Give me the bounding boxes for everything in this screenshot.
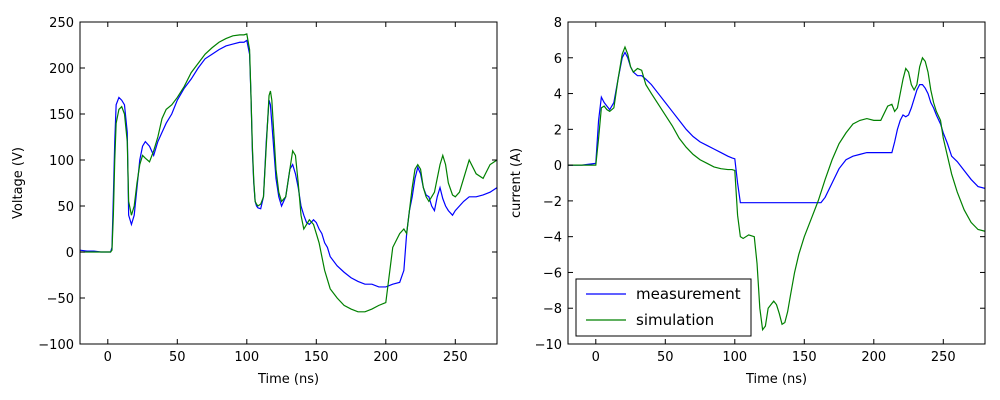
voltage-series-measurement-line — [80, 39, 497, 288]
voltage-axes-frame — [79, 21, 498, 345]
current-y-tick-label: −8 — [543, 302, 562, 317]
voltage-y-tick-label: −50 — [47, 292, 74, 307]
current-x-tick-label: 150 — [792, 350, 817, 365]
current-y-tick-label: −6 — [543, 266, 562, 281]
voltage-x-tick-label: 250 — [443, 350, 468, 365]
voltage-y-tick-label: 50 — [57, 200, 74, 215]
current-y-axis-label: current (A) — [509, 148, 524, 218]
current-series-simulation-line — [568, 45, 985, 332]
voltage-x-tick-label: 100 — [234, 350, 259, 365]
current-series-measurement-line — [568, 51, 985, 204]
current-y-tick-label: 8 — [554, 16, 562, 31]
legend-label-measurement: measurement — [636, 285, 741, 303]
voltage-y-tick-label: −100 — [38, 338, 74, 353]
voltage-plot: 0 50 100 150 200 250 −100 −50 0 50 100 150 200 250 Tim… — [11, 16, 498, 387]
current-y-tick-label: −4 — [543, 231, 562, 246]
current-x-tick-label: 0 — [592, 350, 600, 365]
current-x-tick-label: 50 — [657, 350, 674, 365]
voltage-x-tick-label: 0 — [104, 350, 112, 365]
current-y-tick-label: 2 — [554, 123, 562, 138]
current-plot: 0 50 100 150 200 250 −10 −8 −6 −4 −2 0 2 4 6 8 Time (ns)… — [509, 16, 986, 387]
current-x-tick-label: 200 — [861, 350, 886, 365]
current-x-tick-label: 250 — [931, 350, 956, 365]
legend: measurement simulation — [575, 278, 752, 337]
voltage-x-tick-label: 200 — [373, 350, 398, 365]
voltage-series-simulation-line — [80, 33, 497, 313]
voltage-y-tick-label: 200 — [49, 62, 74, 77]
voltage-y-tick-label: 250 — [49, 16, 74, 31]
current-y-tick-label: −10 — [535, 338, 562, 353]
current-x-axis-label: Time (ns) — [745, 372, 807, 387]
current-y-tick-label: 4 — [554, 88, 562, 103]
voltage-y-axis-label: Voltage (V) — [11, 147, 26, 219]
current-y-tick-label: −2 — [543, 195, 562, 210]
current-y-tick-label: 0 — [554, 159, 562, 174]
voltage-x-tick-label: 50 — [169, 350, 186, 365]
current-axes-frame — [567, 21, 986, 345]
current-y-tick-label: 6 — [554, 52, 562, 67]
voltage-x-tick-label: 150 — [304, 350, 329, 365]
voltage-x-axis-label: Time (ns) — [257, 372, 319, 387]
voltage-y-tick-label: 100 — [49, 154, 74, 169]
legend-label-simulation: simulation — [636, 311, 714, 329]
voltage-y-tick-label: 150 — [49, 108, 74, 123]
legend-box — [575, 278, 752, 337]
voltage-y-tick-label: 0 — [66, 246, 74, 261]
current-x-tick-label: 100 — [722, 350, 747, 365]
